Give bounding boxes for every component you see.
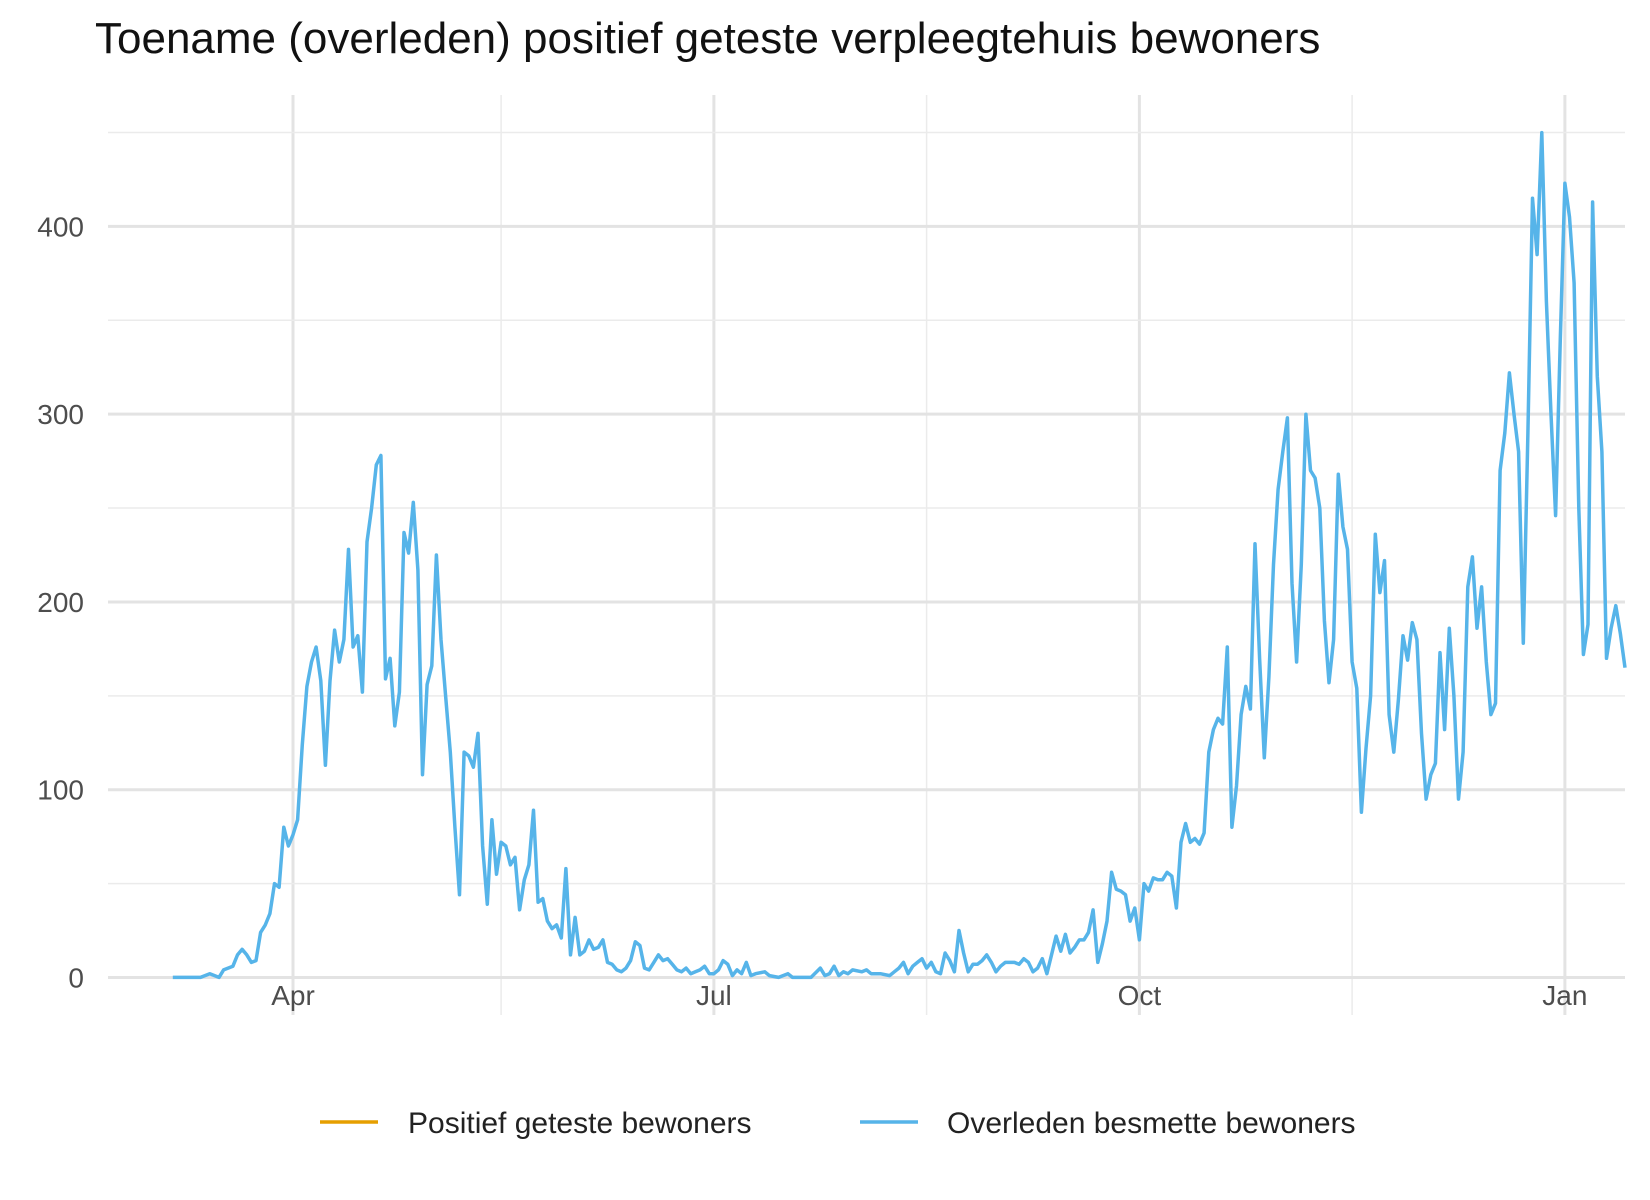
y-tick-label: 200 <box>37 587 84 618</box>
x-tick-label: Jan <box>1542 980 1587 1011</box>
axis-tick-labels: Apr Jul Oct Jan 0 100 200 300 400 <box>37 211 1587 1011</box>
x-tick-label: Jul <box>696 980 732 1011</box>
series-lines <box>172 130 1627 980</box>
grid-lines <box>108 95 1625 1015</box>
x-tick-label: Apr <box>271 980 315 1011</box>
y-tick-label: 400 <box>37 211 84 242</box>
y-tick-label: 100 <box>37 775 84 806</box>
x-tick-label: Oct <box>1118 980 1162 1011</box>
legend: Positief geteste bewoners Overleden besme… <box>320 1107 1356 1140</box>
series-line <box>172 130 1627 980</box>
legend-label: Overleden besmette bewoners <box>947 1107 1356 1140</box>
legend-label: Positief geteste bewoners <box>408 1107 752 1140</box>
chart-title: Toename (overleden) positief geteste ver… <box>95 14 1321 63</box>
y-tick-label: 300 <box>37 399 84 430</box>
y-tick-label: 0 <box>68 962 84 993</box>
